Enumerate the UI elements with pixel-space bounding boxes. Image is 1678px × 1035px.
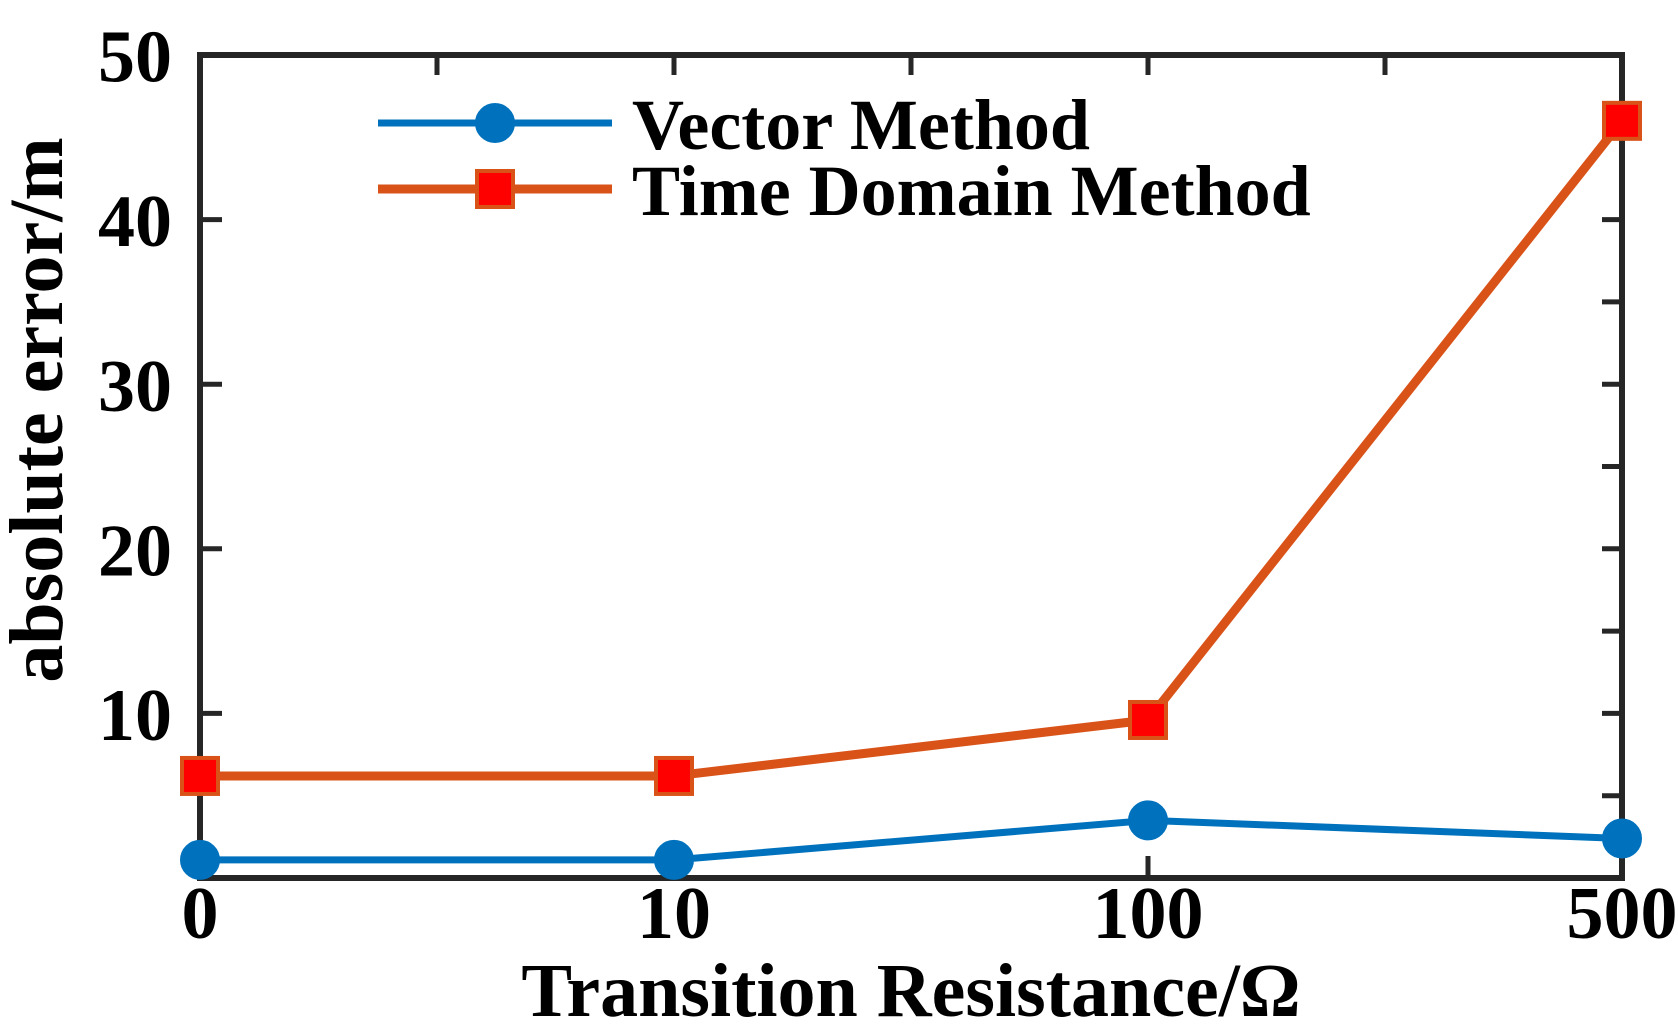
y-tick-label: 20 bbox=[98, 510, 172, 592]
series-line bbox=[200, 816, 1623, 864]
y-tick-label: 40 bbox=[98, 181, 172, 263]
legend-marker bbox=[475, 103, 515, 143]
legend-label: Time Domain Method bbox=[632, 151, 1311, 231]
data-point-marker bbox=[1128, 800, 1168, 841]
x-tick-label: 0 bbox=[182, 873, 219, 955]
y-tick-label: 10 bbox=[98, 675, 172, 757]
data-point-marker bbox=[654, 839, 694, 880]
y-axis-title: absolute error/m bbox=[0, 137, 79, 682]
x-tick-label: 500 bbox=[1567, 873, 1678, 955]
legend-label: Vector Method bbox=[632, 85, 1090, 165]
y-tick-label: 30 bbox=[98, 346, 172, 428]
x-tick-label: 100 bbox=[1093, 873, 1204, 955]
data-point-marker bbox=[1602, 818, 1642, 859]
data-point-marker bbox=[180, 755, 220, 796]
series-line bbox=[200, 118, 1626, 781]
y-tick-label: 50 bbox=[98, 17, 172, 99]
data-point-marker bbox=[180, 839, 220, 880]
x-axis-title: Transition Resistance/Ω bbox=[521, 949, 1300, 1033]
data-point-marker bbox=[654, 755, 694, 796]
data-point-marker bbox=[1128, 699, 1168, 740]
data-point-marker bbox=[1602, 100, 1642, 141]
x-tick-label: 10 bbox=[637, 873, 711, 955]
legend-marker bbox=[475, 169, 515, 209]
